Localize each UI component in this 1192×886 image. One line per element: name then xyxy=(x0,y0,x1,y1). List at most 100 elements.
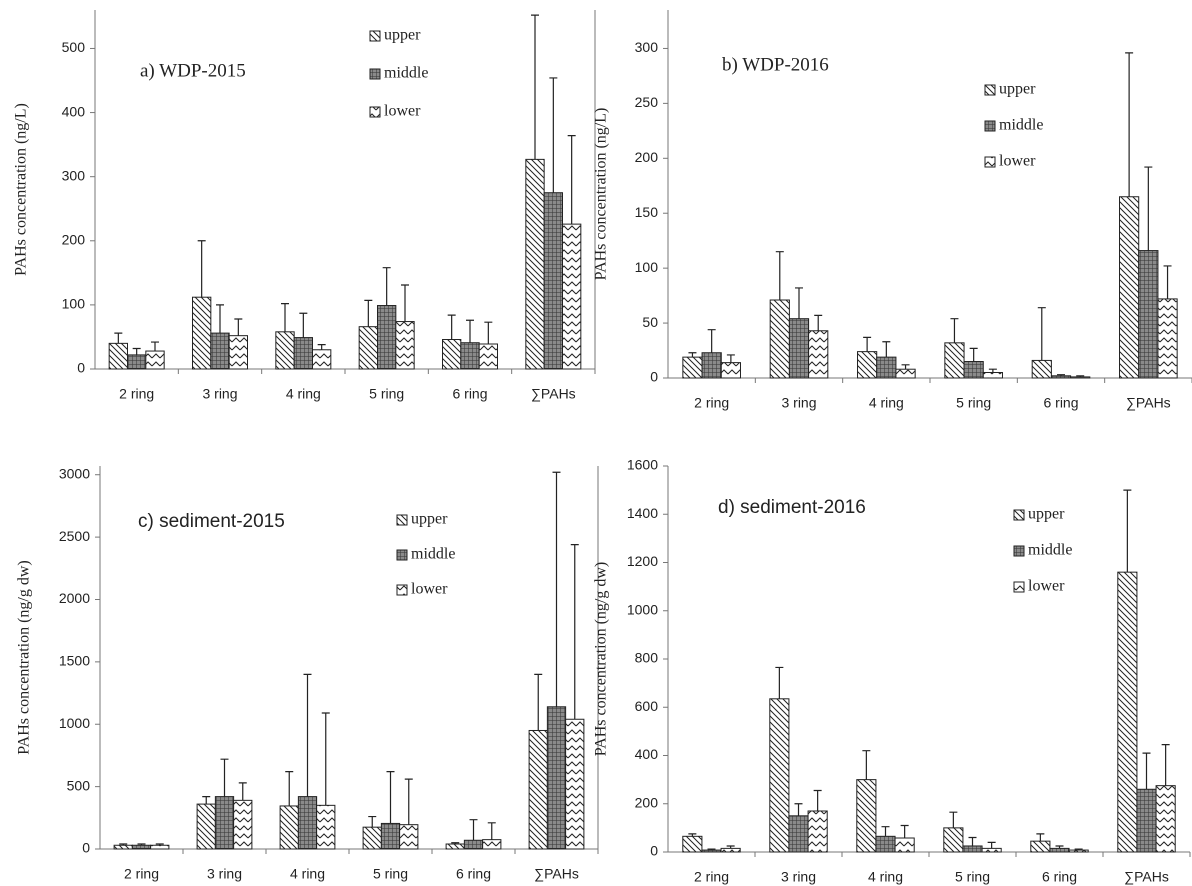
error-bar xyxy=(1163,265,1172,299)
bar xyxy=(113,844,133,850)
error-bar xyxy=(234,318,243,336)
x-tick-label: ∑PAHs xyxy=(1126,395,1171,411)
legend-label: upper xyxy=(1028,506,1065,523)
error-bar xyxy=(794,803,803,816)
legend-label: lower xyxy=(411,581,448,598)
error-bar xyxy=(531,14,539,160)
bar xyxy=(807,810,828,853)
x-tick-label: 3 ring xyxy=(202,386,237,402)
error-bar xyxy=(882,341,891,358)
bar xyxy=(857,351,878,379)
bar xyxy=(720,847,741,853)
bar xyxy=(1030,840,1051,853)
bar xyxy=(192,296,212,370)
x-tick-label: 4 ring xyxy=(286,386,321,402)
x-tick-label: 6 ring xyxy=(1043,395,1078,411)
legend-swatch xyxy=(984,156,996,168)
bar xyxy=(275,331,295,370)
legend-label: upper xyxy=(384,27,421,44)
error-bar xyxy=(881,826,890,837)
legend-label: middle xyxy=(411,546,455,563)
error-bar xyxy=(988,368,997,373)
bar xyxy=(1068,849,1089,853)
error-bar xyxy=(401,284,409,322)
bar xyxy=(1136,788,1157,853)
x-tick-label: 6 ring xyxy=(452,386,487,402)
bar xyxy=(442,339,462,370)
bar xyxy=(377,305,397,370)
y-tick-label: 600 xyxy=(635,698,659,714)
error-bar xyxy=(775,251,784,301)
error-bar xyxy=(151,341,159,352)
x-tick-label: 6 ring xyxy=(1042,869,1077,885)
error-bar xyxy=(987,841,996,849)
legend-label: lower xyxy=(384,103,421,120)
bar xyxy=(478,343,498,370)
error-bar xyxy=(1036,833,1045,842)
legend-label: middle xyxy=(1028,542,1072,559)
bar xyxy=(769,698,790,853)
error-bar xyxy=(688,352,697,358)
y-tick-label: 200 xyxy=(635,794,659,810)
error-bar xyxy=(567,135,576,225)
bar xyxy=(1117,571,1138,853)
bar xyxy=(546,706,567,850)
bar xyxy=(380,822,401,850)
bar xyxy=(565,718,585,850)
bar xyxy=(1031,359,1052,379)
error-bar xyxy=(466,319,474,343)
error-bar xyxy=(1123,489,1132,573)
bar xyxy=(856,779,877,853)
error-bar xyxy=(317,344,326,350)
bar xyxy=(543,192,564,370)
error-bar xyxy=(487,822,496,840)
bar xyxy=(1157,298,1178,379)
bar xyxy=(297,796,318,850)
chart-title: b) WDP-2016 xyxy=(722,54,829,75)
legend-label: middle xyxy=(999,117,1043,134)
y-axis-label: PAHs concentration (ng/g dw) xyxy=(593,562,610,757)
legend-label: upper xyxy=(411,511,448,528)
y-tick-label: 300 xyxy=(635,39,659,55)
error-bar xyxy=(281,303,289,332)
x-tick-label: 4 ring xyxy=(869,395,904,411)
bar xyxy=(894,837,915,853)
x-tick-label: 5 ring xyxy=(956,395,991,411)
y-tick-label: 150 xyxy=(635,204,659,220)
error-bar xyxy=(202,796,211,805)
error-bar xyxy=(220,758,229,797)
x-tick-label: ∑PAHs xyxy=(1124,869,1169,885)
y-tick-label: 2000 xyxy=(59,590,90,606)
error-bar xyxy=(900,824,909,839)
error-bar xyxy=(707,329,716,353)
y-tick-label: 500 xyxy=(67,777,91,793)
y-tick-label: 2500 xyxy=(59,528,90,544)
bar xyxy=(293,337,313,370)
error-bar xyxy=(862,750,871,780)
y-tick-label: 50 xyxy=(642,314,658,330)
error-bar xyxy=(321,712,330,806)
legend-swatch xyxy=(1013,509,1025,521)
x-tick-label: 3 ring xyxy=(781,869,816,885)
error-bar xyxy=(534,673,543,731)
bar xyxy=(981,847,1002,853)
bar xyxy=(1155,785,1176,853)
error-bar xyxy=(404,778,413,825)
y-tick-label: 1200 xyxy=(627,553,658,569)
y-tick-label: 0 xyxy=(82,840,90,856)
legend-swatch xyxy=(984,120,996,132)
error-bar xyxy=(132,347,141,355)
bar xyxy=(701,849,722,853)
x-tick-label: ∑PAHs xyxy=(534,866,579,882)
bar xyxy=(682,835,703,853)
bar xyxy=(1050,375,1072,379)
x-tick-label: 5 ring xyxy=(369,386,404,402)
x-tick-label: 2 ring xyxy=(124,866,159,882)
bar xyxy=(358,326,378,370)
error-bar xyxy=(814,314,823,331)
bar xyxy=(210,332,230,370)
y-axis-label: PAHs concentration (ng/g dw) xyxy=(16,560,33,755)
bar xyxy=(962,845,983,853)
y-tick-label: 100 xyxy=(635,259,659,275)
bar xyxy=(1138,250,1159,379)
